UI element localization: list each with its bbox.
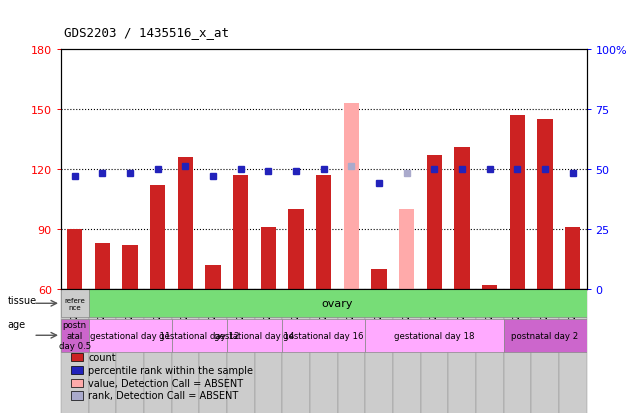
Bar	[316, 175, 331, 289]
Bar	[205, 265, 221, 289]
Bar	[454, 147, 470, 289]
Text: gestational day 16: gestational day 16	[283, 331, 364, 340]
Text: refere
nce: refere nce	[64, 297, 85, 310]
Text: percentile rank within the sample: percentile rank within the sample	[88, 365, 253, 375]
Text: gestational day 18: gestational day 18	[394, 331, 474, 340]
Bar	[122, 245, 138, 289]
Text: age: age	[8, 319, 26, 329]
Text: postn
atal
day 0.5: postn atal day 0.5	[58, 320, 91, 350]
Text: gestational day 11: gestational day 11	[90, 331, 171, 340]
FancyBboxPatch shape	[282, 319, 365, 352]
FancyBboxPatch shape	[420, 289, 448, 413]
Bar	[233, 175, 248, 289]
FancyBboxPatch shape	[116, 289, 144, 413]
FancyBboxPatch shape	[61, 290, 88, 318]
FancyBboxPatch shape	[144, 289, 172, 413]
Bar	[371, 269, 387, 289]
FancyBboxPatch shape	[254, 289, 282, 413]
Text: GDS2203 / 1435516_x_at: GDS2203 / 1435516_x_at	[64, 26, 229, 39]
FancyBboxPatch shape	[531, 289, 559, 413]
Bar	[565, 227, 580, 289]
Text: ovary: ovary	[322, 299, 353, 309]
Bar	[537, 119, 553, 289]
Bar	[71, 379, 83, 387]
FancyBboxPatch shape	[504, 289, 531, 413]
FancyBboxPatch shape	[88, 319, 172, 352]
FancyBboxPatch shape	[476, 289, 504, 413]
Bar	[344, 103, 359, 289]
FancyBboxPatch shape	[88, 289, 116, 413]
FancyBboxPatch shape	[172, 319, 227, 352]
Bar	[288, 209, 304, 289]
Bar	[482, 285, 497, 289]
Bar	[71, 391, 83, 400]
FancyBboxPatch shape	[365, 289, 393, 413]
Bar	[261, 227, 276, 289]
Text: tissue: tissue	[8, 295, 37, 305]
FancyBboxPatch shape	[88, 290, 587, 318]
Bar	[399, 209, 414, 289]
FancyBboxPatch shape	[227, 289, 254, 413]
FancyBboxPatch shape	[282, 289, 310, 413]
Text: gestational day 14: gestational day 14	[214, 331, 295, 340]
Bar	[178, 157, 193, 289]
FancyBboxPatch shape	[61, 289, 88, 413]
Text: gestational day 12: gestational day 12	[159, 331, 240, 340]
FancyBboxPatch shape	[310, 289, 338, 413]
Bar	[95, 243, 110, 289]
FancyBboxPatch shape	[365, 319, 504, 352]
FancyBboxPatch shape	[504, 319, 587, 352]
FancyBboxPatch shape	[393, 289, 420, 413]
FancyBboxPatch shape	[559, 289, 587, 413]
FancyBboxPatch shape	[61, 319, 88, 352]
Text: value, Detection Call = ABSENT: value, Detection Call = ABSENT	[88, 378, 244, 388]
Bar	[67, 229, 82, 289]
Bar	[71, 366, 83, 374]
FancyBboxPatch shape	[338, 289, 365, 413]
Bar	[510, 115, 525, 289]
Text: count: count	[88, 352, 116, 362]
Text: rank, Detection Call = ABSENT: rank, Detection Call = ABSENT	[88, 390, 238, 400]
Text: postnatal day 2: postnatal day 2	[512, 331, 579, 340]
FancyBboxPatch shape	[227, 319, 282, 352]
FancyBboxPatch shape	[172, 289, 199, 413]
FancyBboxPatch shape	[448, 289, 476, 413]
Bar	[150, 185, 165, 289]
Bar	[71, 353, 83, 361]
FancyBboxPatch shape	[199, 289, 227, 413]
Bar	[427, 155, 442, 289]
